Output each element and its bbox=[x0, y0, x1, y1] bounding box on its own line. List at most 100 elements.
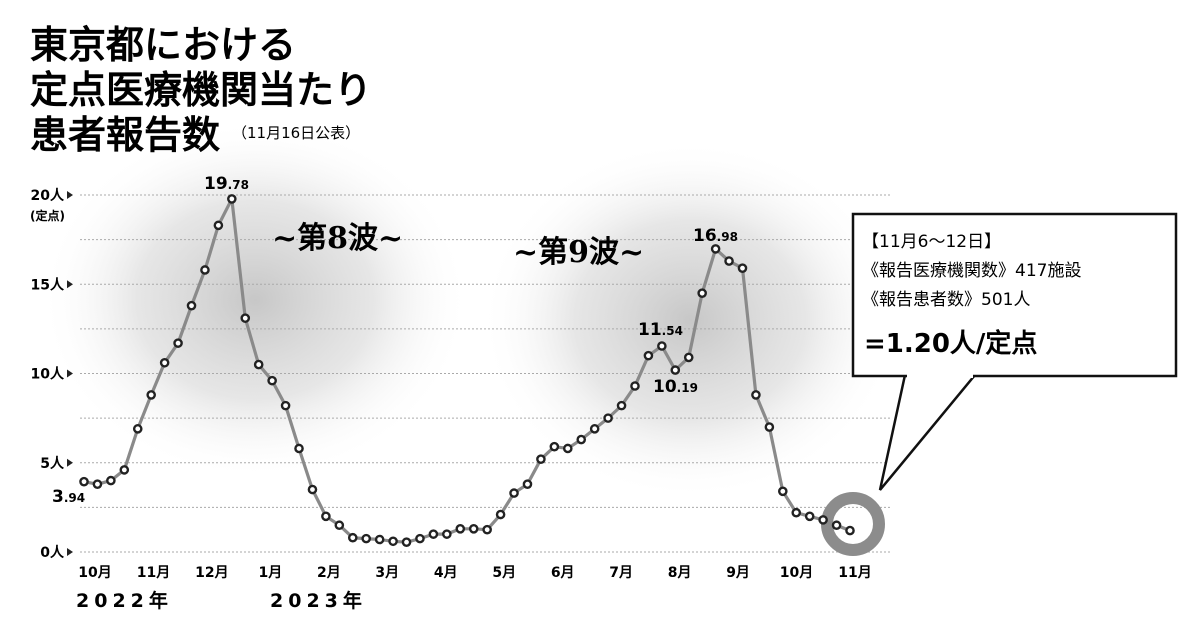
data-point bbox=[509, 488, 519, 498]
annotation-dip9-int: 10 bbox=[653, 377, 677, 397]
wave8-shade bbox=[40, 120, 470, 480]
data-point bbox=[428, 529, 439, 539]
annotation-peak8-dec: .78 bbox=[228, 178, 249, 192]
info-result: =1.20人/定点 bbox=[864, 328, 1037, 359]
data-point bbox=[683, 352, 694, 363]
x-tick-label: 10月 bbox=[780, 565, 813, 581]
x-tick-label: 6月 bbox=[551, 565, 575, 581]
data-point bbox=[280, 400, 291, 411]
data-point bbox=[240, 313, 251, 323]
data-point bbox=[388, 536, 398, 547]
data-point bbox=[818, 515, 828, 525]
x-tick-label: 4月 bbox=[434, 565, 458, 581]
data-point bbox=[522, 479, 533, 489]
data-point bbox=[455, 523, 466, 534]
marker-layer bbox=[79, 194, 855, 547]
data-point bbox=[831, 520, 842, 531]
data-point bbox=[697, 288, 707, 298]
y-axis: 0人 5人 10人 15人 20人 bbox=[31, 187, 73, 561]
data-point bbox=[374, 534, 385, 545]
data-point bbox=[401, 537, 412, 547]
data-point bbox=[159, 357, 170, 368]
info-institutions: 《報告医療機関数》417施設 bbox=[862, 261, 1081, 281]
info-patients: 《報告患者数》501人 bbox=[862, 290, 1030, 310]
y-tick-label: 10人 bbox=[31, 366, 65, 383]
y-unit-label: (定点) bbox=[30, 208, 65, 223]
annotation-peak8-value: 19.78 bbox=[204, 174, 249, 194]
y-tick-arrow bbox=[67, 280, 73, 289]
annotation-start-value: 3.94 bbox=[52, 487, 85, 507]
data-point bbox=[751, 390, 761, 400]
data-point bbox=[482, 524, 492, 535]
data-point bbox=[778, 486, 788, 497]
x-tick-label: 1月 bbox=[259, 565, 283, 581]
data-point bbox=[576, 434, 587, 445]
data-point bbox=[321, 511, 331, 522]
annotation-start-dec: .94 bbox=[64, 491, 85, 505]
x-tick-label: 11月 bbox=[137, 565, 170, 581]
info-callout-pointer bbox=[878, 374, 976, 491]
y-tick-label: 15人 bbox=[31, 276, 65, 293]
data-point bbox=[173, 338, 183, 348]
data-point bbox=[737, 263, 748, 273]
series-line bbox=[83, 197, 851, 544]
data-point bbox=[200, 265, 210, 275]
annotation-peak8-int: 19 bbox=[204, 174, 228, 194]
data-point bbox=[616, 400, 627, 411]
info-callout: 【11月6～12日】 《報告医療機関数》417施設 《報告患者数》501人 =1… bbox=[851, 212, 1178, 491]
data-point bbox=[415, 533, 425, 544]
data-point bbox=[213, 220, 224, 231]
data-point bbox=[186, 300, 197, 311]
chart-title-line-2: 定点医療機関当たり bbox=[30, 68, 372, 112]
y-tick-arrow bbox=[67, 191, 73, 199]
wave-9-label: ~第9波~ bbox=[513, 235, 644, 270]
data-point bbox=[845, 525, 855, 536]
annotation-peak9-int: 16 bbox=[693, 226, 717, 246]
data-point bbox=[119, 465, 130, 475]
grid-layer bbox=[80, 194, 890, 553]
x-tick-label: 8月 bbox=[668, 565, 692, 581]
series-layer bbox=[83, 197, 851, 544]
annotation-local9-dec: .54 bbox=[662, 324, 683, 338]
data-point bbox=[657, 341, 667, 351]
data-point bbox=[603, 413, 613, 423]
wave-8-label: ~第8波~ bbox=[272, 221, 403, 256]
data-point bbox=[589, 424, 600, 434]
wave9-shade bbox=[480, 140, 900, 500]
annotation-peak9-dec: .98 bbox=[717, 230, 738, 244]
data-point bbox=[643, 350, 654, 361]
annotation-dip9-value: 10.19 bbox=[653, 377, 698, 397]
data-point bbox=[253, 359, 264, 370]
data-point bbox=[307, 484, 318, 495]
y-tick-label: 5人 bbox=[40, 455, 65, 472]
data-point bbox=[79, 476, 89, 487]
info-callout-box bbox=[851, 212, 1178, 378]
data-point bbox=[468, 523, 479, 534]
data-point bbox=[146, 390, 156, 400]
year-label-2023: 2023年 bbox=[270, 589, 367, 612]
data-point bbox=[562, 443, 573, 454]
year-label-2022: 2022年 bbox=[76, 589, 173, 612]
data-point bbox=[549, 441, 560, 452]
data-point bbox=[334, 520, 345, 531]
x-tick-label: 10月 bbox=[78, 565, 111, 581]
x-tick-label: 3月 bbox=[375, 565, 399, 581]
data-point bbox=[92, 479, 103, 489]
data-point bbox=[724, 256, 734, 266]
chart-title-line-1: 東京都における bbox=[30, 23, 296, 67]
y-tick-label: 0人 bbox=[40, 544, 65, 561]
data-point bbox=[791, 507, 802, 518]
x-tick-label: 11月 bbox=[838, 565, 871, 581]
data-point bbox=[764, 422, 775, 432]
y-tick-arrow bbox=[67, 458, 73, 467]
chart-subtitle: （11月16日公表） bbox=[232, 124, 360, 142]
data-point bbox=[227, 194, 237, 204]
data-point bbox=[106, 475, 116, 486]
info-period: 【11月6～12日】 bbox=[862, 232, 1001, 252]
data-point bbox=[347, 532, 358, 543]
data-point bbox=[710, 244, 721, 254]
data-point bbox=[267, 375, 277, 386]
data-point bbox=[495, 509, 506, 520]
y-tick-label: 20人 bbox=[31, 187, 65, 204]
